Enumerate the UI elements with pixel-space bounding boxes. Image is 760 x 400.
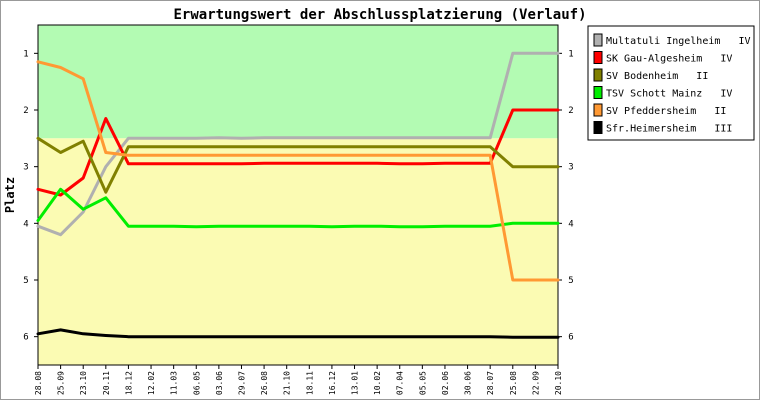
- x-tick-label: 07.04: [396, 371, 405, 395]
- legend-swatch-3: [593, 86, 603, 99]
- chart-title: Erwartungswert der Abschlussplatzierung …: [173, 7, 586, 23]
- legend-swatch-4: [593, 103, 603, 117]
- series-lines: [36, 51, 560, 339]
- background-bands: [38, 25, 558, 365]
- y-tick-label-right: 4: [568, 219, 573, 229]
- x-tick-label: 18.11: [305, 371, 314, 395]
- legend-label-2: SV Bodenheim II: [606, 71, 708, 82]
- band-0: [38, 25, 558, 139]
- y-tick-label-right: 3: [568, 163, 573, 173]
- y-tick-label-right: 5: [568, 276, 573, 286]
- x-tick-label: 13.01: [351, 371, 360, 395]
- y-tick-label-left: 6: [23, 333, 28, 343]
- band-1: [38, 138, 558, 365]
- x-tick-label: 29.07: [237, 371, 246, 395]
- legend-label-4: SV Pfeddersheim II: [606, 106, 726, 117]
- y-tick-label-left: 1: [23, 49, 28, 59]
- x-tick-label: 20.10: [554, 371, 563, 395]
- x-tick-label: 06.05: [192, 371, 201, 395]
- x-tick-label: 03.06: [215, 371, 224, 395]
- x-tick-label: 10.02: [373, 371, 382, 395]
- y-tick-label-right: 1: [568, 49, 573, 59]
- x-tick-label: 02.06: [441, 371, 450, 395]
- x-tick-label: 21.10: [283, 371, 292, 395]
- x-tick-label: 28.08: [34, 371, 43, 395]
- series-line-0: [36, 51, 560, 237]
- y-axis-label: Platz: [3, 177, 17, 213]
- x-tick-label: 25.09: [57, 371, 66, 395]
- x-tick-label: 20.11: [102, 371, 111, 395]
- x-tick-label: 25.08: [509, 371, 518, 395]
- y-tick-label-right: 6: [568, 333, 573, 343]
- legend-swatch-2: [593, 68, 603, 82]
- legend-swatch-0: [593, 33, 603, 47]
- y-tick-label-left: 4: [23, 219, 28, 229]
- x-tick-label: 05.05: [418, 371, 427, 395]
- x-tick-label: 16.12: [328, 371, 337, 395]
- x-tick-label: 12.02: [147, 371, 156, 395]
- legend-swatch-1: [593, 51, 603, 64]
- y-tick-label-left: 3: [23, 163, 28, 173]
- x-tick-label: 30.06: [464, 371, 473, 395]
- x-tick-label: 11.03: [170, 371, 179, 395]
- x-axis: 28.08 25.09 23.10 20.11 18.12 12.02 11.03 06.05…: [34, 365, 563, 395]
- y-tick-label-left: 5: [23, 276, 28, 286]
- legend: Multatuli Ingelheim IV SK Gau-Algesheim I…: [587, 25, 755, 141]
- legend-label-5: Sfr.Heimersheim III: [606, 124, 732, 135]
- y-tick-label-right: 2: [568, 106, 573, 116]
- series-line-4: [36, 60, 560, 282]
- x-tick-label: 26.08: [260, 371, 269, 395]
- legend-swatch-5: [593, 121, 603, 134]
- legend-label-1: SK Gau-Algesheim IV: [606, 54, 732, 65]
- x-tick-label: 18.12: [124, 371, 133, 395]
- series-line-3: [36, 187, 560, 229]
- plot-area-border: [37, 24, 559, 366]
- legend-label-3: TSV Schott Mainz IV: [606, 89, 732, 100]
- legend-label-0: Multatuli Ingelheim IV: [606, 36, 751, 47]
- series-line-5: [36, 328, 560, 339]
- x-tick-label: 28.07: [486, 371, 495, 395]
- x-tick-label: 22.09: [531, 371, 540, 395]
- x-tick-label: 23.10: [79, 371, 88, 395]
- y-tick-label-left: 2: [23, 106, 28, 116]
- legend-box: [587, 25, 755, 141]
